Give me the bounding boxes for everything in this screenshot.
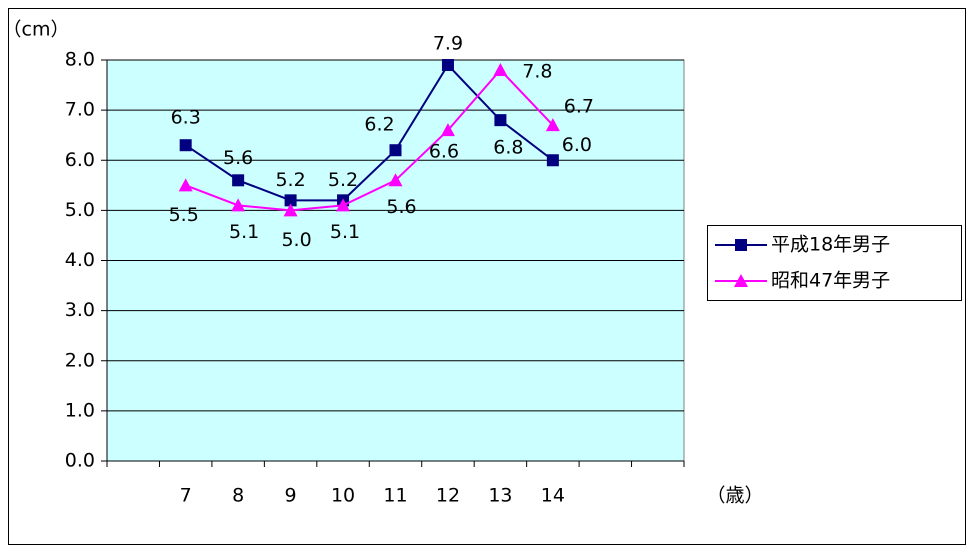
- y-tick-label: 8.0: [65, 49, 95, 71]
- data-label: 6.2: [364, 114, 394, 136]
- y-tick-label: 4.0: [65, 249, 95, 271]
- y-tick-label: 6.0: [65, 149, 95, 171]
- legend-marker: [735, 239, 747, 251]
- data-label: 6.3: [171, 107, 201, 129]
- legend-label: 昭和47年男子: [771, 270, 890, 292]
- y-tick-label: 0.0: [65, 450, 95, 472]
- x-tick-label: 14: [541, 485, 565, 507]
- x-tick-label: 12: [436, 485, 460, 507]
- data-point: [546, 154, 559, 167]
- data-label: 5.1: [330, 221, 360, 243]
- data-point: [494, 114, 507, 127]
- x-tick-label: 10: [331, 485, 355, 507]
- y-tick-label: 7.0: [65, 99, 95, 121]
- data-label: 7.8: [522, 61, 552, 83]
- data-label: 6.6: [429, 141, 459, 163]
- data-point: [284, 194, 297, 207]
- data-point: [231, 198, 246, 212]
- data-point: [441, 59, 454, 72]
- data-point: [283, 203, 298, 217]
- legend-box: [707, 225, 962, 301]
- data-label: 6.7: [564, 96, 594, 118]
- data-point: [493, 63, 508, 77]
- data-point: [545, 118, 560, 132]
- y-tick-label: 1.0: [65, 399, 95, 421]
- data-label: 6.8: [493, 137, 523, 159]
- data-label: 5.6: [223, 147, 253, 169]
- data-label: 5.2: [275, 169, 305, 191]
- legend-label: 平成18年男子: [771, 234, 890, 256]
- x-tick-label: 9: [285, 485, 297, 507]
- data-point: [178, 178, 193, 192]
- data-label: 6.0: [562, 134, 592, 156]
- data-point: [336, 198, 351, 212]
- series-line: [185, 68, 554, 212]
- data-point: [440, 123, 455, 137]
- x-tick-label: 13: [488, 485, 512, 507]
- x-tick-label: 7: [180, 485, 192, 507]
- legend-marker: [734, 274, 748, 287]
- data-label: 5.0: [281, 229, 311, 251]
- data-label: 7.9: [433, 33, 463, 55]
- data-label: 5.2: [328, 169, 358, 191]
- data-point: [389, 144, 402, 157]
- data-label: 5.5: [169, 204, 199, 226]
- data-label: 5.6: [386, 196, 416, 218]
- y-tick-label: 2.0: [65, 349, 95, 371]
- series-line: [185, 63, 554, 202]
- data-point: [388, 173, 403, 187]
- data-point: [232, 174, 245, 187]
- data-point: [179, 139, 192, 152]
- y-tick-label: 3.0: [65, 299, 95, 321]
- y-axis-label: （cm）: [3, 19, 70, 41]
- x-tick-label: 11: [383, 485, 407, 507]
- x-tick-label: 8: [232, 485, 244, 507]
- y-tick-label: 5.0: [65, 199, 95, 221]
- data-label: 5.1: [229, 221, 259, 243]
- x-axis-label: （歳）: [706, 485, 763, 507]
